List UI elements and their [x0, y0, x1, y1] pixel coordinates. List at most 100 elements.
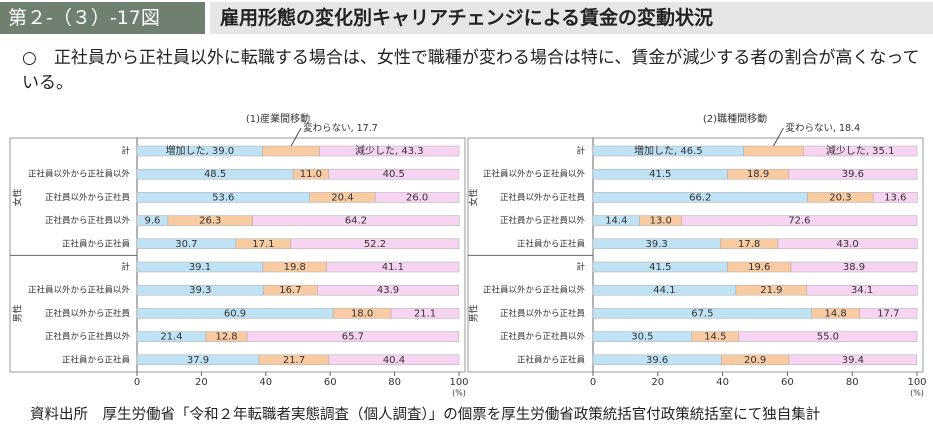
value-label: 17.7	[877, 308, 899, 319]
category-label: 正社員以外から正社員以外	[483, 285, 586, 296]
value-label: 13.0	[650, 216, 672, 227]
bar-segment	[803, 145, 918, 157]
bar-segment	[326, 261, 460, 273]
value-label: 26.0	[406, 192, 428, 203]
category-label: 正社員以外から正社員以外	[483, 169, 586, 180]
bar-segment	[317, 284, 459, 296]
value-label: 41.5	[649, 262, 671, 273]
value-label: 43.9	[377, 285, 399, 296]
bar-segment	[859, 308, 918, 319]
chart-title: (2)職種間移動	[703, 112, 767, 125]
callout-line	[773, 127, 784, 147]
bar-segment	[246, 331, 459, 342]
value-label: 30.5	[631, 332, 653, 343]
value-label: 40.4	[383, 355, 405, 366]
value-label: 48.5	[204, 169, 226, 180]
bar-segment	[743, 145, 804, 157]
value-label: 19.6	[748, 262, 770, 273]
value-label: 増加した, 39.0	[165, 144, 234, 157]
value-label: 38.9	[843, 262, 865, 273]
value-label: 44.1	[653, 285, 675, 296]
x-tick-label: 60	[324, 377, 337, 388]
value-label: 18.9	[747, 169, 769, 180]
x-tick-label: 100	[449, 377, 468, 388]
category-label: 正社員以外から正社員	[500, 192, 586, 203]
category-label: 正社員から正社員以外	[45, 215, 131, 226]
value-label: 26.3	[199, 216, 221, 227]
value-label: 21.4	[160, 332, 182, 343]
callout-label: 変わらない, 17.7	[303, 122, 378, 134]
value-label: 52.2	[364, 239, 386, 250]
value-label: 21.7	[283, 355, 305, 366]
value-label: 20.9	[744, 355, 766, 366]
value-label: , 18.4	[833, 123, 860, 134]
x-tick-label: 100	[907, 377, 926, 388]
bar-segment	[290, 238, 460, 250]
x-tick-label: 80	[388, 377, 401, 388]
bar-segment	[328, 354, 460, 366]
value-label: 40.5	[383, 169, 405, 180]
value-label: 67.5	[691, 308, 713, 319]
value-label: 16.7	[279, 285, 301, 296]
category-label: 正社員から正社員以外	[45, 331, 131, 342]
bar-segment	[262, 145, 320, 157]
value-label: 39.3	[646, 239, 668, 250]
series-name: 減少した	[355, 144, 395, 157]
bar-segment	[252, 215, 460, 226]
value-label: 30.7	[175, 239, 197, 250]
value-label: 18.0	[351, 308, 373, 319]
value-label: , 43.3	[395, 146, 424, 157]
value-label: 19.8	[284, 262, 306, 273]
series-name: 増加した	[165, 144, 205, 157]
value-label: 39.4	[842, 355, 864, 366]
value-label: 9.6	[145, 216, 161, 227]
x-tick-label: 40	[716, 377, 729, 388]
value-label: 64.2	[345, 216, 367, 227]
callout-label: 変わらない, 18.4	[785, 122, 860, 134]
value-label: 17.8	[738, 239, 760, 250]
x-tick-label: 80	[846, 377, 859, 388]
group-label: 女性	[468, 188, 480, 206]
x-unit: (%)	[452, 389, 466, 398]
category-label: 正社員以外から正社員	[500, 308, 586, 319]
value-label: 60.9	[224, 308, 246, 319]
bar-segment	[788, 168, 918, 180]
bar-segment	[806, 284, 918, 296]
x-tick-label: 40	[259, 377, 272, 388]
value-label: 21.1	[414, 308, 436, 319]
bar-segment	[328, 168, 460, 180]
series-name: 変わらない	[785, 122, 833, 134]
value-label: 14.8	[825, 308, 847, 319]
value-label: 39.6	[646, 355, 668, 366]
category-label: 正社員以外から正社員	[45, 192, 131, 203]
value-label: 21.9	[760, 285, 782, 296]
value-label: 減少した, 35.1	[826, 144, 895, 157]
value-label: 39.3	[189, 285, 211, 296]
value-label: 37.9	[187, 355, 209, 366]
bar-segment	[681, 215, 918, 226]
value-label: 20.4	[331, 192, 353, 203]
category-label: 正社員以外から正社員	[45, 308, 131, 319]
category-label: 正社員から正社員以外	[500, 331, 586, 342]
x-tick-label: 20	[651, 377, 664, 388]
category-label: 正社員以外から正社員以外	[28, 285, 131, 296]
figure-number: 第２-（３）-17図	[0, 2, 205, 34]
value-label: 34.1	[851, 285, 873, 296]
series-name: 増加した	[634, 144, 674, 157]
x-tick-label: 60	[781, 377, 794, 388]
series-name: 変わらない	[303, 122, 351, 134]
value-label: 13.6	[884, 192, 906, 203]
category-label: 計	[576, 146, 585, 157]
category-label: 正社員以外から正社員以外	[28, 169, 131, 180]
value-label: 減少した, 43.3	[355, 144, 424, 157]
value-label: 66.2	[689, 192, 711, 203]
bar-segment	[777, 238, 918, 250]
bar-segment	[790, 261, 918, 273]
category-label: 計	[121, 262, 130, 273]
category-label: 正社員から正社員以外	[500, 215, 586, 226]
value-label: , 39.0	[205, 146, 234, 157]
summary: ○ 正社員から正社員以外に転職する場合は、女性で職種が変わる場合は特に、賃金が減…	[22, 48, 920, 93]
value-label: 39.1	[189, 262, 211, 273]
